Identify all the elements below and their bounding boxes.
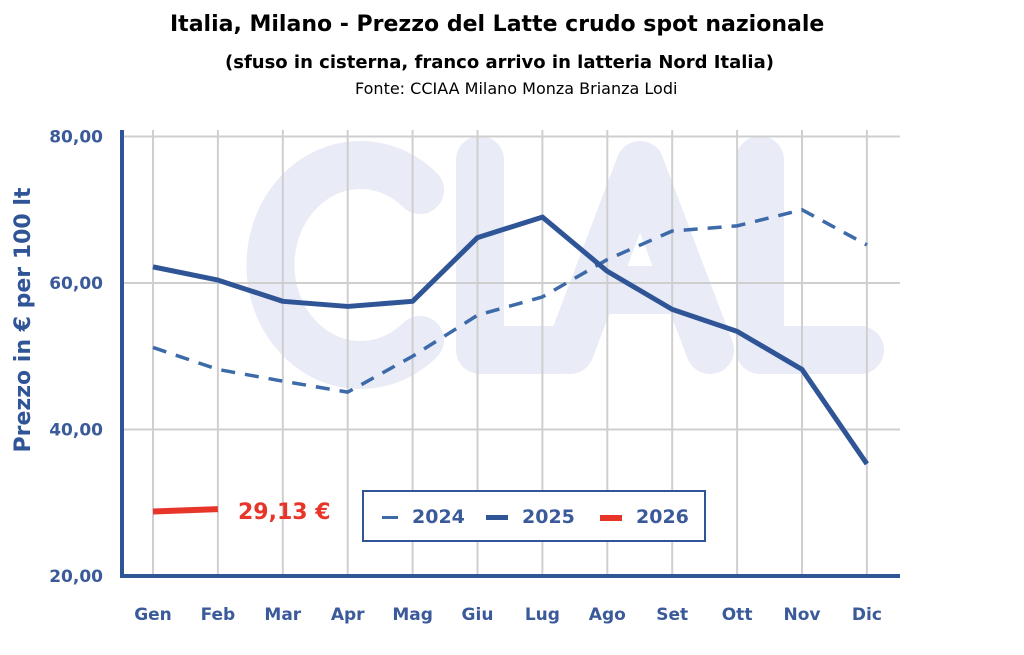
x-tick-label: Feb — [201, 605, 236, 625]
legend-label: 2024 — [412, 506, 465, 528]
chart-source: Fonte: CCIAA Milano Monza Brianza Lodi — [355, 79, 678, 98]
y-tick-label: 40,00 — [49, 421, 103, 441]
x-tick-label: Set — [656, 605, 688, 625]
watermark-logo — [456, 136, 584, 374]
x-tick-label: Mar — [264, 605, 301, 625]
series-line-2025 — [152, 214, 869, 466]
legend-item-2025: 2025 — [486, 506, 575, 528]
data-label-2026: 29,13 € — [238, 500, 331, 525]
y-axis-label: Prezzo in € per 100 lt — [11, 187, 36, 452]
x-tick-label: Dic — [852, 605, 882, 625]
legend-label: 2025 — [522, 506, 575, 528]
series-line-2026 — [152, 506, 219, 515]
x-tick-label: Ott — [722, 605, 753, 625]
series-line-2024 — [152, 208, 868, 394]
x-tick-label: Ago — [589, 605, 626, 625]
x-tick-label: Giu — [462, 605, 494, 625]
legend-label: 2026 — [636, 506, 689, 528]
x-tick-label: Mag — [392, 605, 433, 625]
y-tick-label: 60,00 — [49, 274, 103, 294]
x-tick-label: Lug — [525, 605, 560, 625]
chart-subtitle: (sfuso in cisterna, franco arrivo in lat… — [225, 52, 774, 73]
legend-item-2026: 2026 — [600, 506, 689, 528]
y-tick-label: 20,00 — [49, 567, 103, 587]
legend: 2024 2025 2026 — [362, 490, 706, 542]
watermark-logo — [736, 136, 884, 374]
legend-item-2024: 2024 — [382, 506, 465, 528]
watermark-logo — [246, 141, 444, 389]
chart-title: Italia, Milano - Prezzo del Latte crudo … — [170, 12, 825, 37]
x-tick-label: Nov — [784, 605, 821, 625]
x-tick-label: Gen — [134, 605, 172, 625]
y-tick-label: 80,00 — [49, 128, 103, 148]
x-tick-label: Apr — [331, 605, 365, 625]
